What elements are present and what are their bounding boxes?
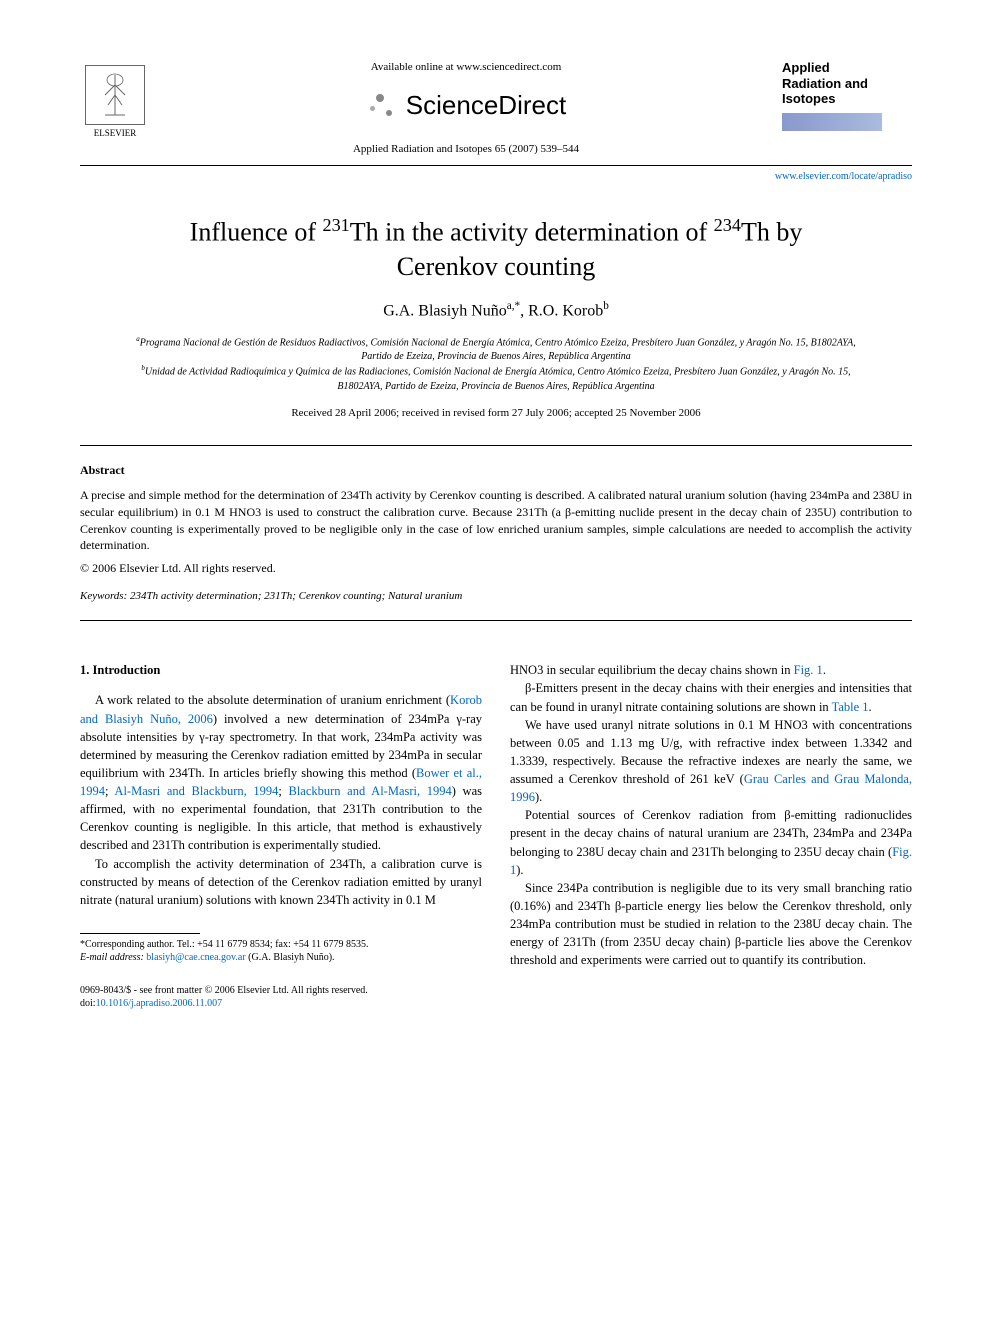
email-author-name: (G.A. Blasiyh Nuño). [246,952,335,963]
footer: 0969-8043/$ - see front matter © 2006 El… [80,984,482,1010]
affiliations: aPrograma Nacional de Gestión de Residuo… [120,335,872,394]
col2-para-3: We have used uranyl nitrate solutions in… [510,716,912,807]
journal-cover-thumb [782,113,882,131]
available-online-text: Available online at www.sciencedirect.co… [170,60,762,75]
journal-name: Applied Radiation and Isotopes [782,60,912,107]
email-address[interactable]: blasiyh@cae.cnea.gov.ar [144,952,246,963]
journal-website-link[interactable]: www.elsevier.com/locate/apradiso [80,170,912,184]
elsevier-tree-icon [85,65,145,125]
abstract-heading: Abstract [80,462,912,479]
body-columns: 1. Introduction A work related to the ab… [80,661,912,1010]
footer-copyright: 0969-8043/$ - see front matter © 2006 El… [80,985,368,996]
journal-reference: Applied Radiation and Isotopes 65 (2007)… [170,142,762,157]
col2-para-5: Since 234Pa contribution is negligible d… [510,879,912,970]
ref-blackburn-1994[interactable]: Blackburn and Al-Masri, 1994 [288,784,451,798]
journal-box: Applied Radiation and Isotopes [782,60,912,131]
publisher-name: ELSEVIER [94,127,137,140]
article-title: Influence of 231Th in the activity deter… [140,214,852,283]
col2-para-4: Potential sources of Cerenkov radiation … [510,806,912,879]
left-column: 1. Introduction A work related to the ab… [80,661,482,1010]
corr-author-contact: *Corresponding author. Tel.: +54 11 6779… [80,939,369,950]
keywords: Keywords: 234Th activity determination; … [80,589,912,604]
header-row: ELSEVIER Available online at www.science… [80,60,912,166]
ref-fig1-a[interactable]: Fig. 1 [794,663,823,677]
affiliation-a: Programa Nacional de Gestión de Residuos… [140,337,856,362]
journal-name-line2: Radiation and [782,76,868,91]
sciencedirect-brand: ScienceDirect [170,87,762,123]
col2-para-2: β-Emitters present in the decay chains w… [510,679,912,715]
abstract-body: A precise and simple method for the dete… [80,487,912,554]
divider-bottom [80,620,912,621]
ref-table1[interactable]: Table 1 [832,700,869,714]
affiliation-b: Unidad de Actividad Radioquímica y Quími… [145,367,851,392]
center-header: Available online at www.sciencedirect.co… [150,60,782,157]
corresponding-footnote: *Corresponding author. Tel.: +54 11 6779… [80,938,482,964]
authors: G.A. Blasiyh Nuñoa,*, R.O. Korobb [80,299,912,323]
intro-para-2: To accomplish the activity determination… [80,855,482,909]
author-2: R.O. Korob [528,303,603,320]
section-1-heading: 1. Introduction [80,661,482,679]
right-column: HNO3 in secular equilibrium the decay ch… [510,661,912,1010]
copyright-line: © 2006 Elsevier Ltd. All rights reserved… [80,560,912,577]
sciencedirect-text: ScienceDirect [406,87,566,123]
author-1: G.A. Blasiyh Nuño [383,303,507,320]
ref-almasri-1994[interactable]: Al-Masri and Blackburn, 1994 [114,784,278,798]
article-dates: Received 28 April 2006; received in revi… [80,406,912,421]
keywords-label: Keywords: [80,590,127,602]
sciencedirect-icon [366,90,398,122]
email-label: E-mail address: [80,952,144,963]
divider-top [80,445,912,446]
intro-para-1: A work related to the absolute determina… [80,691,482,854]
col2-para-1: HNO3 in secular equilibrium the decay ch… [510,661,912,679]
footer-doi: doi:10.1016/j.apradiso.2006.11.007 [80,998,222,1009]
elsevier-logo: ELSEVIER [80,60,150,140]
journal-name-line1: Applied [782,60,830,75]
footnote-divider [80,933,200,934]
keywords-text: 234Th activity determination; 231Th; Cer… [127,590,462,602]
journal-name-line3: Isotopes [782,91,835,106]
